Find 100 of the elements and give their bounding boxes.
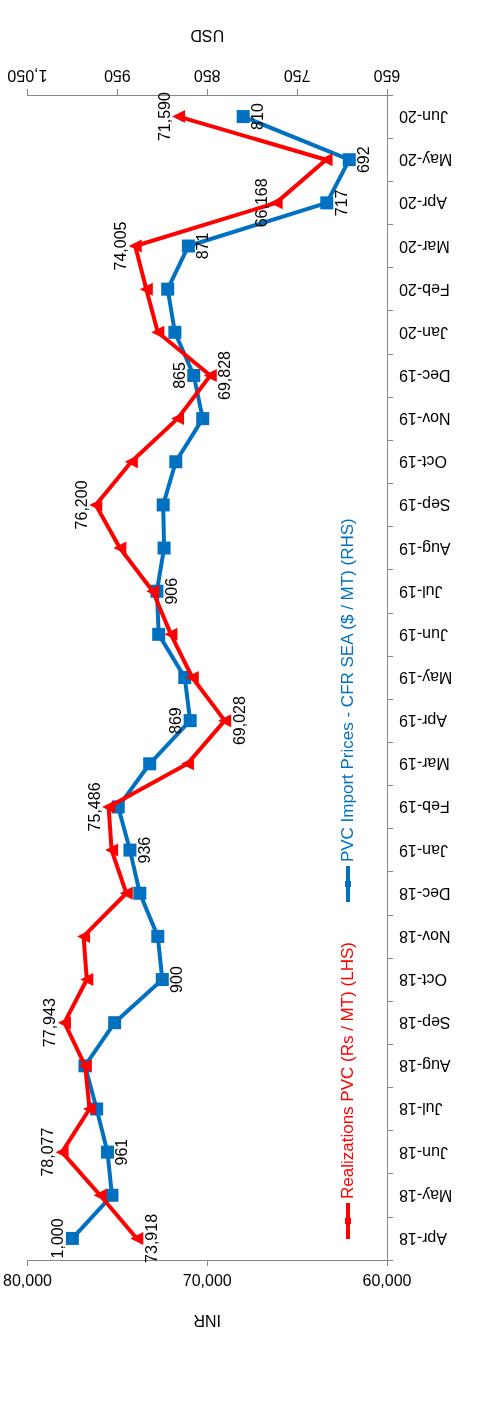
y-tick-label: Oct-19 — [398, 453, 448, 471]
data-label: 936 — [135, 836, 153, 864]
point — [320, 196, 334, 210]
point — [146, 584, 160, 598]
y-tick-label: May-19 — [398, 669, 453, 686]
point — [169, 455, 183, 469]
point — [152, 627, 166, 641]
x-tick-label: 70,000 — [182, 1271, 232, 1289]
data-label: 76,200 — [72, 480, 90, 530]
point — [185, 671, 199, 684]
point — [124, 455, 138, 469]
x2-axis-title: USD — [190, 26, 225, 44]
point — [342, 153, 356, 167]
data-label: 810 — [249, 103, 267, 130]
point — [123, 843, 137, 857]
point — [65, 1231, 79, 1245]
y-tick-label: Dec-18 — [398, 884, 451, 902]
data-label: 869 — [167, 707, 185, 734]
point — [157, 541, 171, 555]
point — [80, 973, 94, 987]
text: PVC Import Prices - CFR SEA ($ / MT) (RHS) — [338, 518, 358, 863]
x2-tick-label: 950 — [103, 66, 131, 84]
y-tick-label: Apr-20 — [398, 194, 448, 212]
point — [269, 196, 283, 210]
point — [55, 1145, 69, 1159]
y-tick-label: Nov-19 — [398, 410, 451, 428]
point — [108, 1016, 122, 1030]
data-label: 77,943 — [41, 998, 59, 1048]
y-tick-label: Aug-18 — [398, 1057, 451, 1075]
x2-tick-label: 750 — [283, 66, 311, 84]
point — [130, 1231, 144, 1245]
data-label: 906 — [162, 577, 180, 605]
data-label: 871 — [194, 232, 212, 260]
data-label: 900 — [168, 966, 186, 993]
x-tick-label: 80,000 — [3, 1271, 53, 1289]
point — [196, 412, 210, 426]
point — [171, 412, 185, 426]
point — [82, 1102, 96, 1116]
point — [93, 1188, 107, 1202]
y-tick-label: Nov-18 — [398, 927, 451, 945]
x2-tick-label: 1,050 — [7, 66, 48, 84]
y-tick-label: Sep-19 — [398, 496, 451, 514]
point — [102, 800, 116, 814]
y-tick-label: Jan-19 — [398, 841, 448, 859]
point — [181, 239, 195, 253]
y-tick-label: May-18 — [398, 1186, 453, 1204]
y-tick-label: Jun-18 — [398, 1143, 448, 1161]
y-tick-label: Mar-19 — [398, 755, 450, 773]
point — [161, 282, 175, 296]
y-tick-label: Apr-19 — [398, 712, 448, 730]
y-tick-label: Jul-18 — [398, 1100, 443, 1118]
data-label: 961 — [113, 1138, 131, 1166]
data-label: 69,828 — [216, 350, 234, 400]
y-tick-label: Jan-20 — [398, 323, 448, 341]
data-label: 66,168 — [253, 178, 271, 228]
point — [168, 325, 182, 339]
point — [89, 498, 103, 512]
y-tick-label: Feb-20 — [398, 280, 450, 298]
point — [236, 110, 250, 124]
data-label: 78,077 — [39, 1127, 57, 1177]
text: Realizations PVC (Rs / MT) (LHS) — [338, 942, 358, 1199]
point — [133, 886, 147, 900]
point — [143, 757, 157, 771]
point — [151, 929, 165, 943]
y-tick-label: Feb-19 — [398, 798, 450, 816]
y-tick-label: Apr-18 — [398, 1229, 448, 1247]
y-tick-label: Dec-19 — [398, 366, 451, 384]
point — [172, 110, 186, 124]
x-axis-title: INR — [193, 1311, 222, 1329]
data-label: 865 — [170, 362, 188, 389]
point — [113, 541, 127, 555]
y-tick-label: Jun-20 — [398, 108, 448, 126]
data-label: 73,918 — [142, 1213, 160, 1263]
point — [100, 1145, 114, 1159]
point — [105, 843, 119, 857]
x2-tick-label: 650 — [373, 66, 401, 84]
point — [203, 368, 217, 382]
y-tick-label: Jun-19 — [398, 625, 448, 643]
data-label: 717 — [332, 189, 350, 217]
point — [187, 368, 201, 382]
data-label: 69,028 — [230, 696, 248, 746]
data-label: 75,486 — [85, 782, 103, 832]
data-label: 74,005 — [112, 221, 130, 271]
y-tick-label: Mar-20 — [398, 237, 450, 255]
point — [319, 153, 333, 167]
point — [151, 325, 165, 339]
point — [119, 886, 133, 900]
point — [139, 282, 153, 296]
y-tick-label: Sep-18 — [398, 1014, 451, 1032]
x2-tick-label: 850 — [193, 66, 221, 84]
point — [164, 627, 178, 641]
point — [156, 498, 170, 512]
point — [57, 1016, 71, 1030]
data-label: 1,000 — [49, 1218, 67, 1259]
point — [180, 757, 194, 771]
data-label: 692 — [355, 146, 373, 174]
y-tick-label: Jul-19 — [398, 582, 443, 600]
y-tick-label: May-20 — [398, 151, 453, 169]
point — [155, 973, 169, 987]
point — [128, 239, 142, 253]
